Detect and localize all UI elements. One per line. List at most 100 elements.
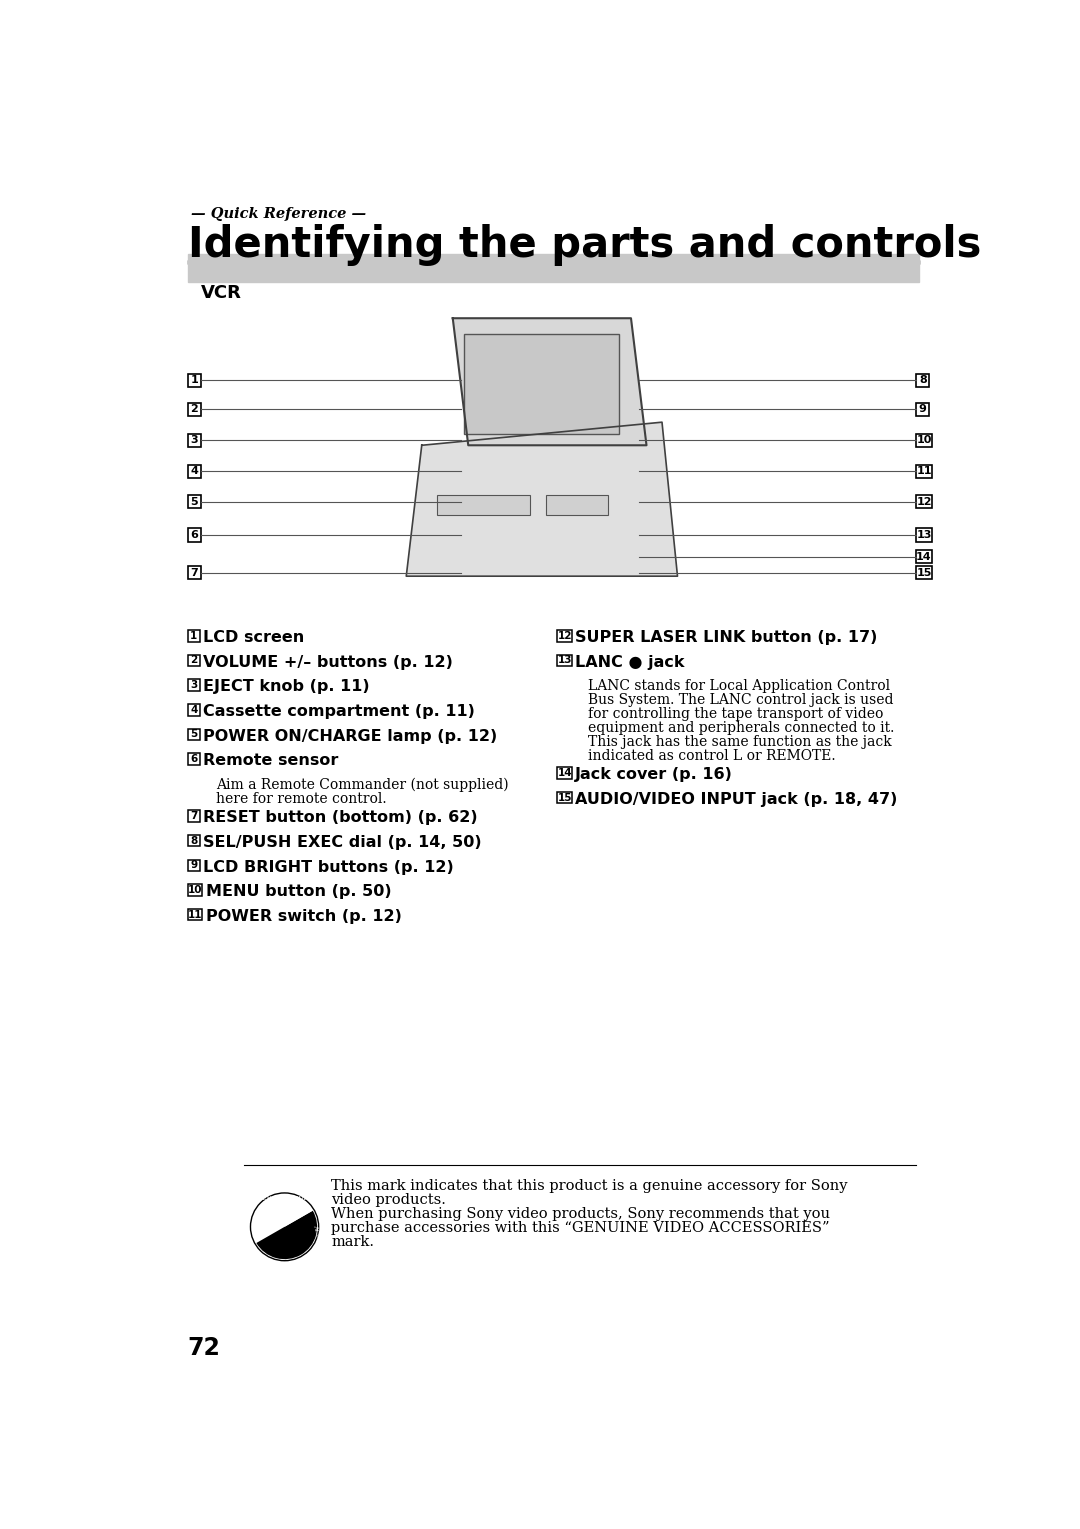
Bar xyxy=(188,703,200,716)
Text: This mark indicates that this product is a genuine accessory for Sony: This mark indicates that this product is… xyxy=(332,1179,848,1193)
Text: EJECT knob (p. 11): EJECT knob (p. 11) xyxy=(203,679,369,694)
Text: SEL/PUSH EXEC dial (p. 14, 50): SEL/PUSH EXEC dial (p. 14, 50) xyxy=(203,835,482,850)
Text: LCD BRIGHT buttons (p. 12): LCD BRIGHT buttons (p. 12) xyxy=(203,859,454,875)
Circle shape xyxy=(251,1193,319,1261)
Bar xyxy=(916,550,932,563)
Bar xyxy=(188,254,919,281)
Bar xyxy=(188,810,200,821)
Text: Remote sensor: Remote sensor xyxy=(203,754,338,768)
Text: equipment and peripherals connected to it.: equipment and peripherals connected to i… xyxy=(588,722,894,735)
Text: RESET button (bottom) (p. 62): RESET button (bottom) (p. 62) xyxy=(203,810,477,826)
Text: 14: 14 xyxy=(916,552,932,561)
Bar xyxy=(916,495,932,509)
Bar xyxy=(188,835,200,847)
Text: 1: 1 xyxy=(190,375,198,385)
Text: LCD screen: LCD screen xyxy=(203,630,305,645)
Text: LANC ● jack: LANC ● jack xyxy=(576,654,685,670)
Bar xyxy=(188,679,200,691)
Text: VCR: VCR xyxy=(201,284,242,303)
Bar xyxy=(916,404,930,416)
Text: 9: 9 xyxy=(190,861,198,870)
Text: 12: 12 xyxy=(916,497,932,508)
Text: 10: 10 xyxy=(916,436,932,445)
Wedge shape xyxy=(284,1194,313,1226)
Bar xyxy=(188,434,201,446)
Text: GENUINE VIDEO: GENUINE VIDEO xyxy=(257,1196,312,1202)
Text: 7: 7 xyxy=(190,810,198,821)
Text: 15: 15 xyxy=(557,792,572,803)
Text: 12: 12 xyxy=(557,631,572,641)
Text: 8: 8 xyxy=(190,836,198,846)
Text: Bus System. The LANC control jack is used: Bus System. The LANC control jack is use… xyxy=(588,693,893,708)
Bar xyxy=(557,654,572,667)
Bar xyxy=(188,495,201,509)
Polygon shape xyxy=(453,318,647,445)
Bar xyxy=(188,566,201,579)
Text: AUDIO/VIDEO INPUT jack (p. 18, 47): AUDIO/VIDEO INPUT jack (p. 18, 47) xyxy=(576,792,897,807)
Text: 1: 1 xyxy=(190,631,198,641)
Bar xyxy=(916,566,932,579)
Text: 13: 13 xyxy=(916,531,932,540)
Bar xyxy=(188,754,200,764)
Text: 3: 3 xyxy=(190,680,198,690)
Text: 6: 6 xyxy=(190,531,199,540)
Text: 2: 2 xyxy=(190,405,198,414)
Text: Jack cover (p. 16): Jack cover (p. 16) xyxy=(576,768,733,783)
Text: — Quick Reference —: — Quick Reference — xyxy=(191,206,366,220)
Text: 11: 11 xyxy=(188,910,202,919)
Text: for controlling the tape transport of video: for controlling the tape transport of vi… xyxy=(588,706,883,722)
Text: 5: 5 xyxy=(190,729,198,740)
Text: 11: 11 xyxy=(916,466,932,476)
Bar xyxy=(464,333,619,434)
Text: video products.: video products. xyxy=(332,1193,446,1206)
Text: 15: 15 xyxy=(916,567,932,578)
Bar xyxy=(545,495,608,515)
Text: Identifying the parts and controls: Identifying the parts and controls xyxy=(188,223,981,266)
Text: VOLUME +/– buttons (p. 12): VOLUME +/– buttons (p. 12) xyxy=(203,654,454,670)
Text: 14: 14 xyxy=(557,768,572,778)
Text: POWER switch (p. 12): POWER switch (p. 12) xyxy=(205,908,402,924)
Wedge shape xyxy=(256,1211,318,1260)
Bar xyxy=(188,260,919,265)
Bar xyxy=(557,768,572,778)
Bar xyxy=(188,404,201,416)
Bar xyxy=(916,373,930,387)
Bar xyxy=(557,792,572,803)
Bar xyxy=(916,434,932,446)
Text: 7: 7 xyxy=(190,567,198,578)
Bar xyxy=(557,630,572,642)
Text: 13: 13 xyxy=(557,656,572,665)
Text: Aim a Remote Commander (not supplied): Aim a Remote Commander (not supplied) xyxy=(216,778,509,792)
Bar xyxy=(188,654,200,667)
Bar xyxy=(188,529,201,541)
Text: here for remote control.: here for remote control. xyxy=(216,792,387,806)
Text: mark.: mark. xyxy=(332,1234,374,1249)
Bar xyxy=(437,495,530,515)
Text: 2: 2 xyxy=(190,656,198,665)
Bar xyxy=(188,630,200,642)
Text: When purchasing Sony video products, Sony recommends that you: When purchasing Sony video products, Son… xyxy=(332,1206,831,1220)
Text: Cassette compartment (p. 11): Cassette compartment (p. 11) xyxy=(203,703,475,719)
Bar xyxy=(188,908,202,920)
Bar xyxy=(188,373,201,387)
Text: 3: 3 xyxy=(190,436,198,445)
Text: 8: 8 xyxy=(919,375,927,385)
Text: 4: 4 xyxy=(190,705,198,714)
Bar xyxy=(188,859,200,872)
Polygon shape xyxy=(406,422,677,576)
Text: 72: 72 xyxy=(188,1336,220,1361)
Bar xyxy=(916,465,932,477)
Bar xyxy=(916,529,932,541)
Text: POWER ON/CHARGE lamp (p. 12): POWER ON/CHARGE lamp (p. 12) xyxy=(203,729,498,743)
Text: indicated as control L or REMOTE.: indicated as control L or REMOTE. xyxy=(588,749,835,763)
Text: 10: 10 xyxy=(188,885,202,894)
Text: 6: 6 xyxy=(190,754,198,764)
Text: This jack has the same function as the jack: This jack has the same function as the j… xyxy=(588,735,891,749)
Text: 9: 9 xyxy=(919,405,927,414)
Text: 4: 4 xyxy=(190,466,199,476)
Text: 5: 5 xyxy=(190,497,198,508)
Text: LANC stands for Local Application Control: LANC stands for Local Application Contro… xyxy=(588,679,890,693)
Text: purchase accessories with this “GENUINE VIDEO ACCESSORIES”: purchase accessories with this “GENUINE … xyxy=(332,1220,829,1235)
Bar xyxy=(188,465,201,477)
Text: MENU button (p. 50): MENU button (p. 50) xyxy=(205,884,391,899)
